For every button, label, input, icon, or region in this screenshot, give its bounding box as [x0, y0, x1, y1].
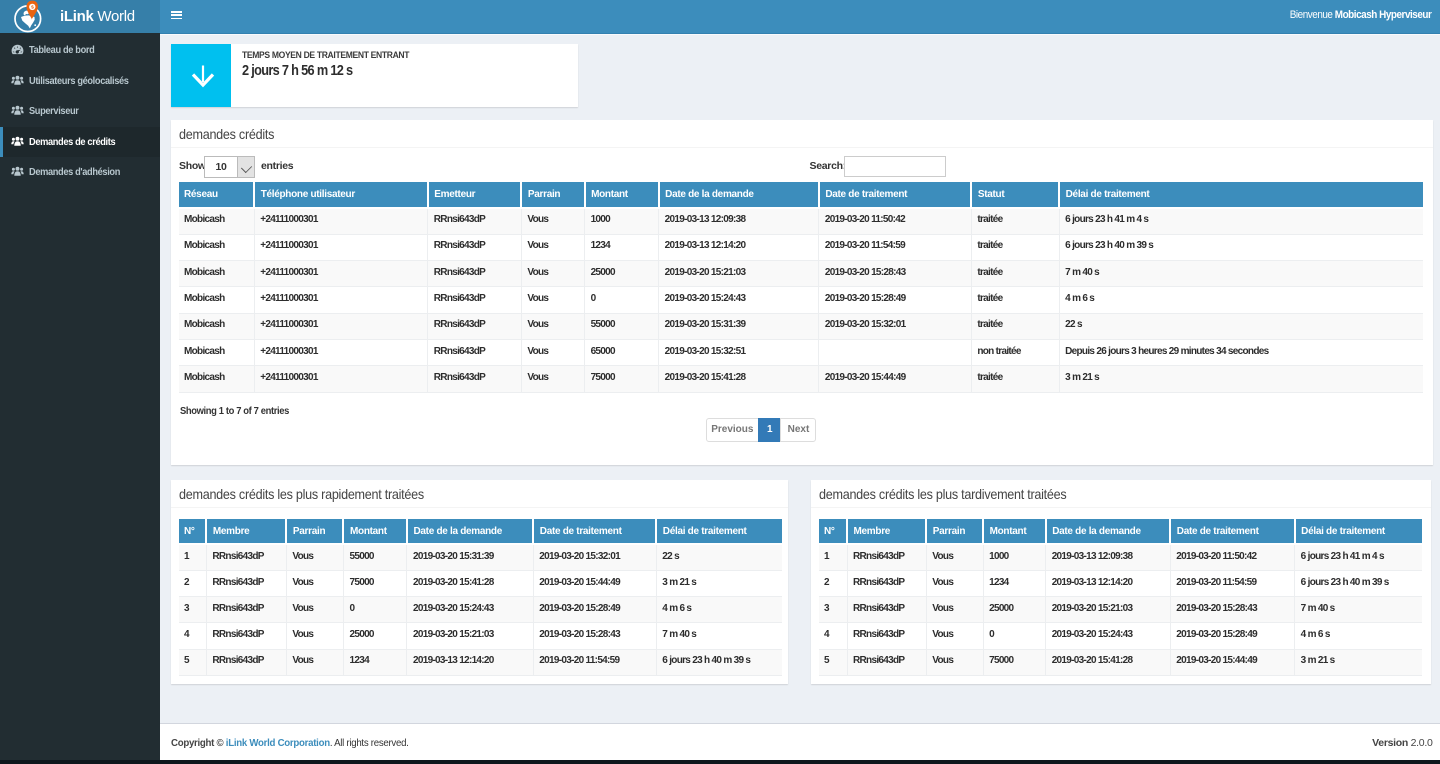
svg-text:$: $: [31, 5, 34, 11]
